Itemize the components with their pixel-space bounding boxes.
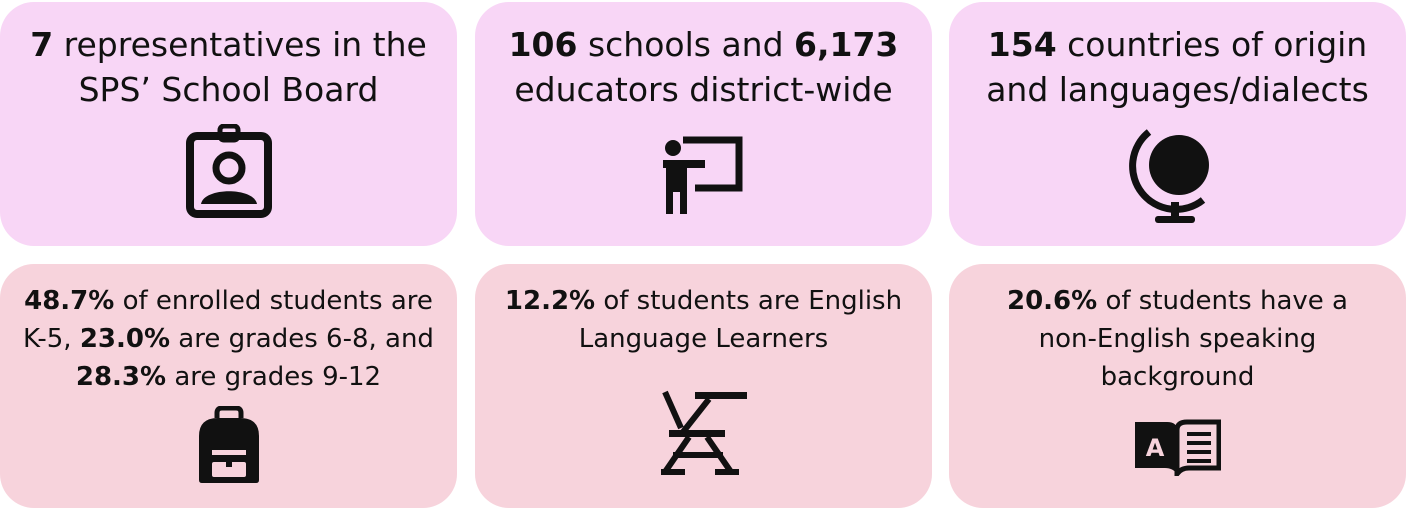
stat-card-non-english: 20.6% of students have a non-English spe… bbox=[949, 264, 1406, 508]
stat-card-schools-educators: 106 schools and 6,173 educators district… bbox=[475, 2, 932, 246]
stat-text: 106 schools and 6,173 educators district… bbox=[508, 25, 899, 109]
stat-text: 154 countries of origin and languages/di… bbox=[986, 25, 1369, 109]
stat-text: 20.6% of students have a non-English spe… bbox=[1007, 286, 1348, 392]
teacher-board-icon bbox=[663, 136, 743, 214]
book-letter: A bbox=[1146, 434, 1165, 462]
school-desk-icon bbox=[661, 390, 747, 475]
stat-card-countries: 154 countries of origin and languages/di… bbox=[949, 2, 1406, 246]
stat-text: 7 representatives in the SPS’ School Boa… bbox=[30, 25, 427, 109]
stat-text: 48.7% of enrolled students are K-5, 23.0… bbox=[23, 286, 434, 392]
backpack-icon bbox=[199, 406, 259, 483]
globe-icon bbox=[1129, 129, 1209, 223]
stat-card-enrollment: 48.7% of enrolled students are K-5, 23.0… bbox=[0, 264, 457, 508]
book-icon: A bbox=[1135, 419, 1221, 476]
stat-card-ell: 12.2% of students are English Language L… bbox=[475, 264, 932, 508]
stat-text: 12.2% of students are English Language L… bbox=[504, 286, 903, 354]
stat-card-school-board: 7 representatives in the SPS’ School Boa… bbox=[0, 2, 457, 246]
id-badge-icon bbox=[186, 124, 272, 218]
